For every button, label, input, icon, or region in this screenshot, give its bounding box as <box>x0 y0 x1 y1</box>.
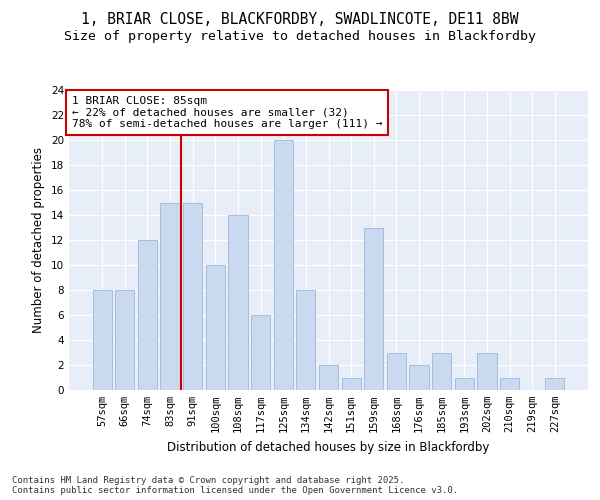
Text: 1 BRIAR CLOSE: 85sqm
← 22% of detached houses are smaller (32)
78% of semi-detac: 1 BRIAR CLOSE: 85sqm ← 22% of detached h… <box>71 96 382 129</box>
Text: Contains HM Land Registry data © Crown copyright and database right 2025.
Contai: Contains HM Land Registry data © Crown c… <box>12 476 458 495</box>
Bar <box>500 378 519 390</box>
Bar <box>183 202 202 390</box>
Text: 1, BRIAR CLOSE, BLACKFORDBY, SWADLINCOTE, DE11 8BW: 1, BRIAR CLOSE, BLACKFORDBY, SWADLINCOTE… <box>81 12 519 28</box>
Bar <box>160 202 180 390</box>
Bar <box>115 290 134 390</box>
Bar <box>296 290 316 390</box>
Bar <box>432 352 451 390</box>
Bar <box>545 378 565 390</box>
Bar <box>387 352 406 390</box>
Bar <box>319 365 338 390</box>
Bar <box>341 378 361 390</box>
Bar <box>409 365 428 390</box>
Bar <box>455 378 474 390</box>
Text: Size of property relative to detached houses in Blackfordby: Size of property relative to detached ho… <box>64 30 536 43</box>
Bar <box>251 315 270 390</box>
Bar <box>138 240 157 390</box>
X-axis label: Distribution of detached houses by size in Blackfordby: Distribution of detached houses by size … <box>167 440 490 454</box>
Y-axis label: Number of detached properties: Number of detached properties <box>32 147 46 333</box>
Bar <box>274 140 293 390</box>
Bar <box>229 215 248 390</box>
Bar <box>92 290 112 390</box>
Bar <box>477 352 497 390</box>
Bar <box>364 228 383 390</box>
Bar <box>206 265 225 390</box>
